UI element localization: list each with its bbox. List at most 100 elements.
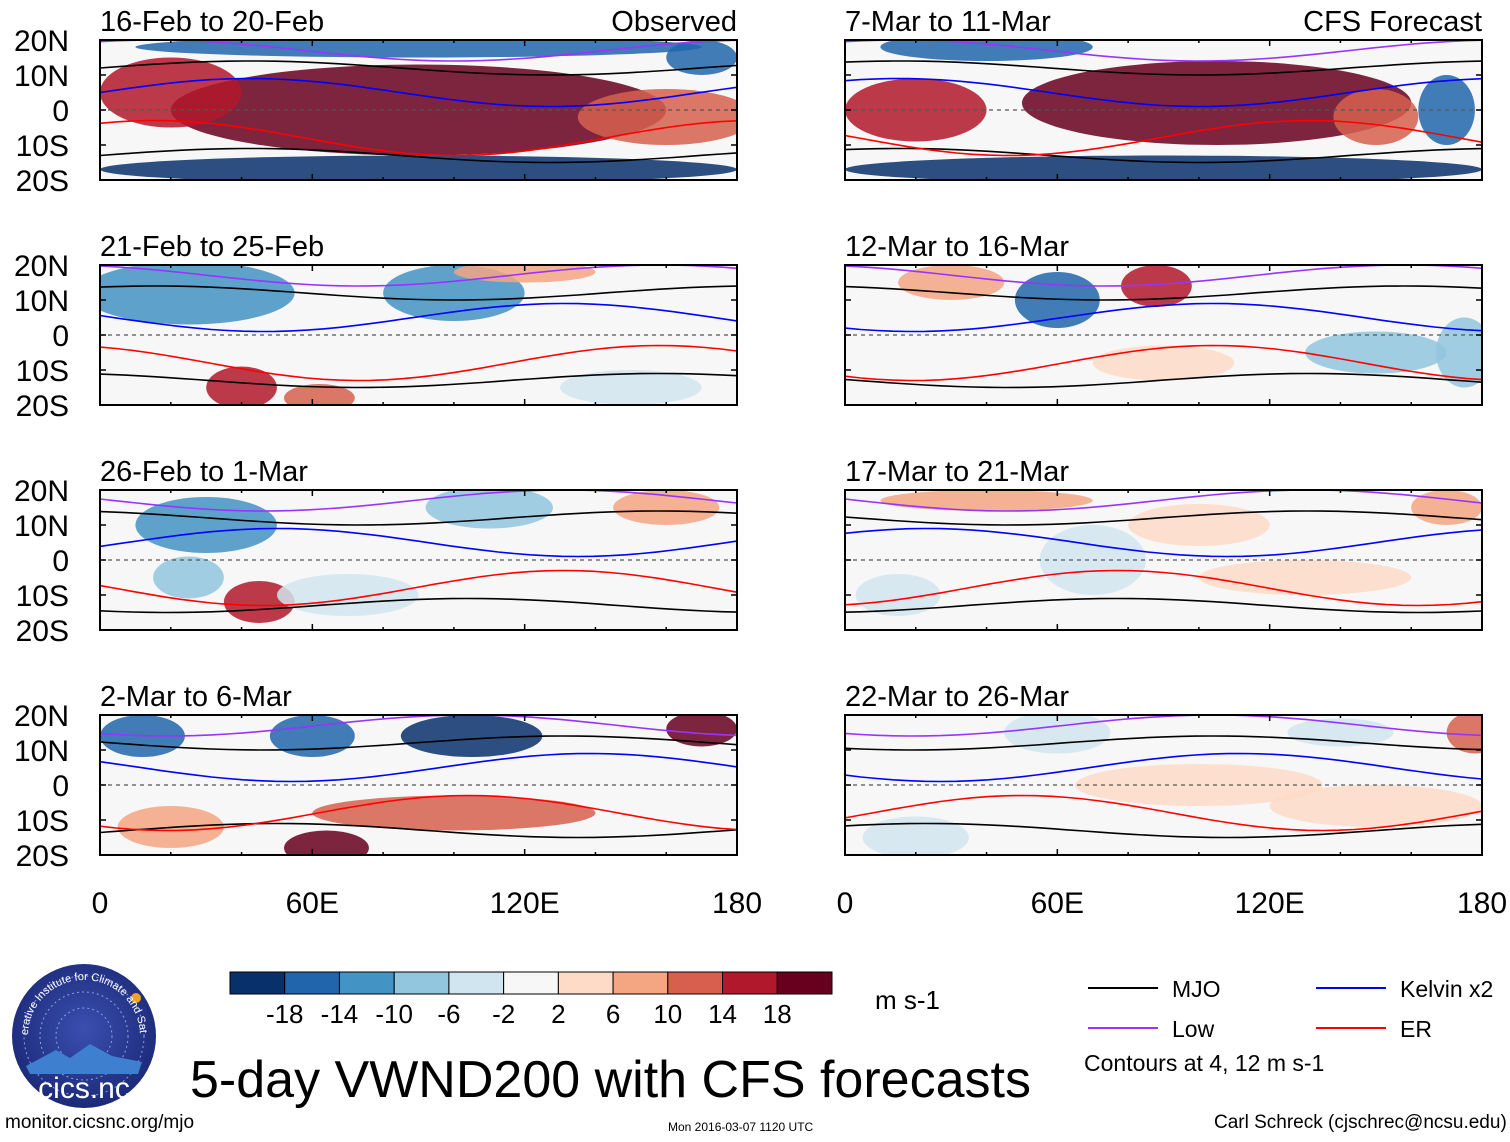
contour-line [845,60,1482,76]
anomaly-shading [862,816,969,855]
contour-line [845,510,1482,526]
colorbar-swatch [667,971,724,995]
colorbar-swatch [338,971,395,995]
panel-title: 21-Feb to 25-Feb [100,231,324,263]
anomaly-shading [100,57,242,128]
lon-tick-label: 0 [837,887,854,920]
lat-tick-label: 20N [14,25,69,58]
contour-line [100,147,737,164]
lat-tick-label: 0 [52,320,69,353]
contour-line [100,40,737,62]
anomaly-shading [1128,504,1270,546]
colorbar-label: 14 [708,999,737,1029]
colorbar-label: 6 [606,999,620,1029]
units-label: m s-1 [875,985,940,1015]
contour-line [100,302,737,333]
contour-line [100,77,737,108]
panel-title: 26-Feb to 1-Mar [100,456,308,488]
anomaly-shading [1021,61,1412,145]
anomaly-shading [855,574,941,616]
lat-tick-label: 0 [52,545,69,578]
lat-tick-label: 20S [16,165,69,198]
lon-tick-label: 120E [490,887,560,920]
column-label: CFS Forecast [1303,6,1482,38]
colorbar-swatch [393,971,450,995]
contour-line [100,285,737,301]
lat-tick-label: 10S [16,580,69,613]
lon-tick-label: 0 [92,887,109,920]
colorbar-swatch [557,971,614,995]
timestamp: Mon 2016-03-07 1120 UTC [668,1120,814,1134]
anomaly-shading [284,830,369,855]
lat-tick-label: 10S [16,130,69,163]
anomaly-shading [284,384,355,405]
contour-line [845,285,1482,301]
contour-line [100,490,737,512]
contour-note: Contours at 4, 12 m s-1 [1084,1050,1325,1076]
panel-title: 2-Mar to 6-Mar [100,681,292,713]
colorbar-label: -6 [437,999,460,1029]
anomaly-shading [276,574,419,616]
lon-tick-label: 60E [286,887,339,920]
legend-label: ER [1400,1016,1432,1042]
contour-line [845,372,1482,389]
contour-line [100,752,737,783]
anomaly-shading [400,715,543,757]
contour-line [845,569,1482,607]
anomaly-shading [153,556,224,599]
colorbar-swatch [612,971,669,995]
anomaly-shading [100,265,295,325]
lat-tick-label: 20N [14,700,69,733]
anomaly-shading [1039,525,1146,595]
panel-title: 22-Mar to 26-Mar [845,681,1069,713]
anomaly-shading [1269,785,1482,827]
colorbar-swatch [722,971,778,995]
figure-title: 5-day VWND200 with CFS forecasts [190,1051,1031,1109]
lat-tick-label: 10S [16,805,69,838]
lat-tick-label: 20S [16,390,69,423]
lat-tick-label: 10N [14,510,69,543]
lat-tick-label: 10N [14,735,69,768]
contour-line [845,822,1482,839]
panel-forecast-3: 17-Mar to 21-Mar [844,456,1483,631]
contour-line [845,147,1482,164]
contour-line [100,569,737,607]
panel-forecast-2: 12-Mar to 16-Mar [844,231,1483,406]
anomaly-shading [1305,331,1447,374]
lat-tick-label: 20S [16,840,69,873]
lat-tick-label: 0 [52,95,69,128]
colorbar-swatch [284,971,340,995]
colorbar-swatch [229,971,286,995]
lat-tick-label: 20N [14,250,69,283]
colorbar-label: -2 [492,999,515,1029]
panel-title: 17-Mar to 21-Mar [845,456,1069,488]
anomaly-shading [1333,89,1419,145]
lat-tick-label: 10N [14,285,69,318]
anomaly-shading [206,366,277,405]
anomaly-shading [1121,265,1192,307]
anomaly-shading [170,64,667,156]
anomaly-shading [1092,345,1235,381]
panel-title: 12-Mar to 16-Mar [845,231,1069,263]
contour-line [100,510,737,526]
anomaly-shading [1411,490,1482,525]
colorbar-label: 18 [763,999,792,1029]
lat-tick-label: 0 [52,770,69,803]
contour-line [845,40,1482,62]
source-url[interactable]: monitor.cicsnc.org/mjo [5,1112,195,1133]
anomaly-shading [666,715,737,747]
contour-line [100,735,737,751]
lon-tick-label: 180 [1457,887,1507,920]
anomaly-shading [1004,715,1111,754]
contour-line [100,715,737,737]
anomaly-shading [880,40,1093,61]
contour-line [845,490,1482,512]
colorbar-label: -18 [266,999,304,1029]
anomaly-shading [1198,560,1412,595]
contour-line [100,527,737,558]
anomaly-shading [135,40,702,58]
contour-line [845,302,1482,333]
